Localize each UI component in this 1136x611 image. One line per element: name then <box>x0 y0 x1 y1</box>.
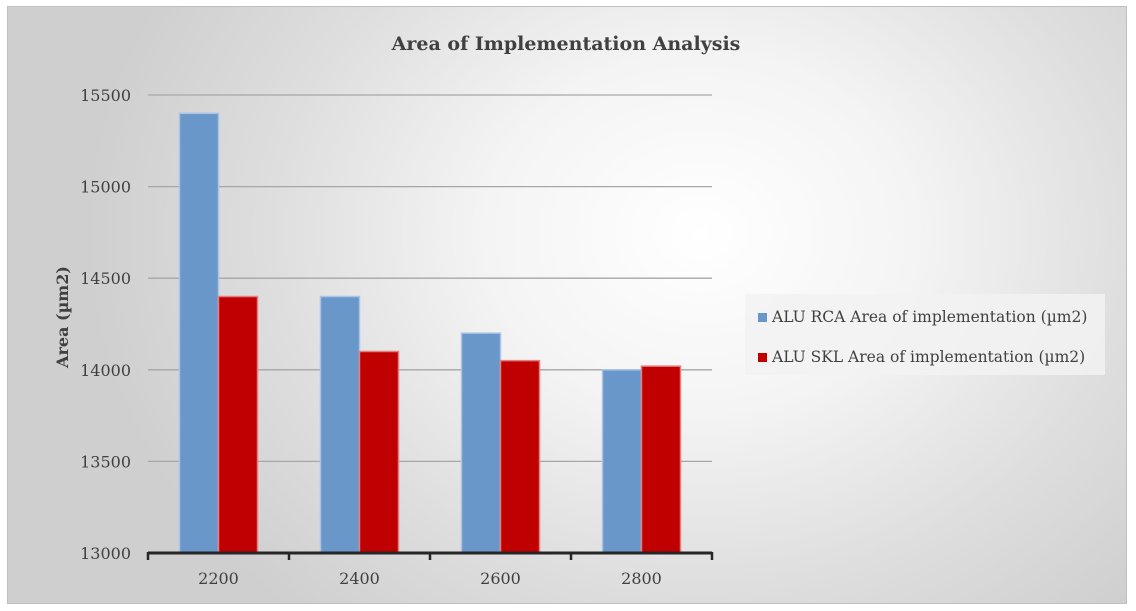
x-tick-label: 2800 <box>621 569 662 588</box>
legend-swatch-rca <box>758 313 767 322</box>
bar-rca-2400 <box>319 295 361 554</box>
y-axis-title: Area (µm2) <box>53 266 72 369</box>
legend: ALU RCA Area of implementation (µm2) ALU … <box>745 294 1105 375</box>
y-tick-label: 14500 <box>80 269 131 288</box>
chart-title: Area of Implementation Analysis <box>391 33 741 55</box>
bar-skl-2600 <box>499 359 541 554</box>
bar-skl-2800 <box>640 365 682 554</box>
bar-rca-2800 <box>601 369 643 554</box>
bar-rca-2600 <box>460 332 502 554</box>
legend-swatch-skl <box>758 353 767 362</box>
x-tick-label: 2200 <box>198 569 239 588</box>
y-axis-ticks: 13000 13500 14000 14500 15000 15500 <box>80 86 131 563</box>
bar-rca-2200 <box>178 112 220 554</box>
legend-label-skl: ALU SKL Area of implementation (µm2) <box>771 348 1085 366</box>
y-tick-label: 15500 <box>80 86 131 105</box>
x-axis-ticks: 2200 2400 2600 2800 <box>198 569 662 588</box>
y-tick-label: 13500 <box>80 452 131 471</box>
x-tick-label: 2400 <box>339 569 380 588</box>
x-tick-label: 2600 <box>480 569 521 588</box>
y-tick-label: 14000 <box>80 361 131 380</box>
chart-frame: Area of Implementation Analysis 13000 135… <box>7 6 1127 604</box>
y-tick-label: 15000 <box>80 178 131 197</box>
bar-chart: Area of Implementation Analysis 13000 135… <box>53 33 1105 588</box>
bars <box>178 112 682 554</box>
y-tick-label: 13000 <box>80 544 131 563</box>
legend-label-rca: ALU RCA Area of implementation (µm2) <box>771 308 1087 326</box>
legend-box <box>745 294 1105 375</box>
bar-skl-2200 <box>217 295 259 554</box>
x-axis <box>146 551 714 560</box>
bar-skl-2400 <box>358 350 400 554</box>
